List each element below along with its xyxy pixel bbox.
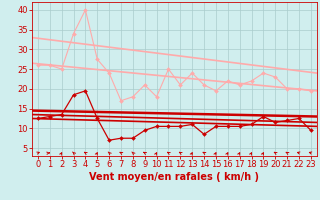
X-axis label: Vent moyen/en rafales ( km/h ): Vent moyen/en rafales ( km/h ): [89, 172, 260, 182]
